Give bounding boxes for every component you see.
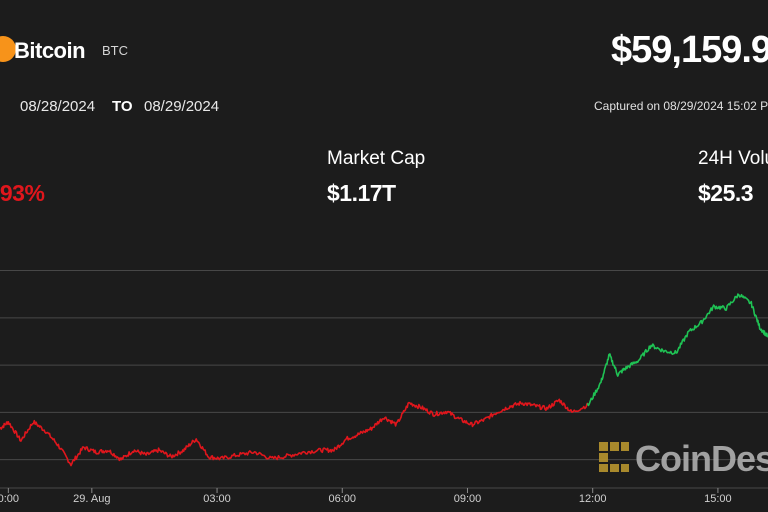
chart-price-line xyxy=(0,293,768,467)
x-tick-label-5: 12:00 xyxy=(578,493,607,505)
market-cap-label: Market Cap xyxy=(327,148,426,169)
range-from-date: 08/28/2024 xyxy=(20,98,96,115)
coin-ticker: BTC xyxy=(102,43,128,58)
price-line-green xyxy=(586,293,768,407)
x-tick-label-6: 15:00 xyxy=(704,493,732,505)
chart-gridlines xyxy=(0,270,768,493)
x-tick-label-0: 0:00 xyxy=(0,493,20,505)
range-to-date: 08/29/2024 xyxy=(144,98,220,115)
x-tick-label-3: 06:00 xyxy=(328,493,357,505)
change-value: .93% xyxy=(0,180,45,206)
captured-timestamp: Captured on 08/29/2024 15:02 P xyxy=(594,99,768,113)
x-tick-label-2: 03:00 xyxy=(203,493,231,505)
price-line-red xyxy=(0,398,590,467)
watermark-text: CoinDes xyxy=(635,438,768,479)
volume-value: $25.3 xyxy=(698,180,754,206)
range-from-label: M xyxy=(0,98,1,115)
coin-name: Bitcoin xyxy=(14,38,86,63)
x-tick-label-1: 29. Aug xyxy=(73,493,111,505)
range-to-label: TO xyxy=(112,98,133,115)
coindesk-logo-icon xyxy=(599,442,629,472)
market-cap-value: $1.17T xyxy=(327,180,396,206)
volume-label: 24H Volu xyxy=(698,148,768,169)
x-tick-label-4: 09:00 xyxy=(453,493,482,505)
current-price: $59,159.9 xyxy=(611,29,768,71)
bitcoin-logo-icon xyxy=(0,36,16,62)
